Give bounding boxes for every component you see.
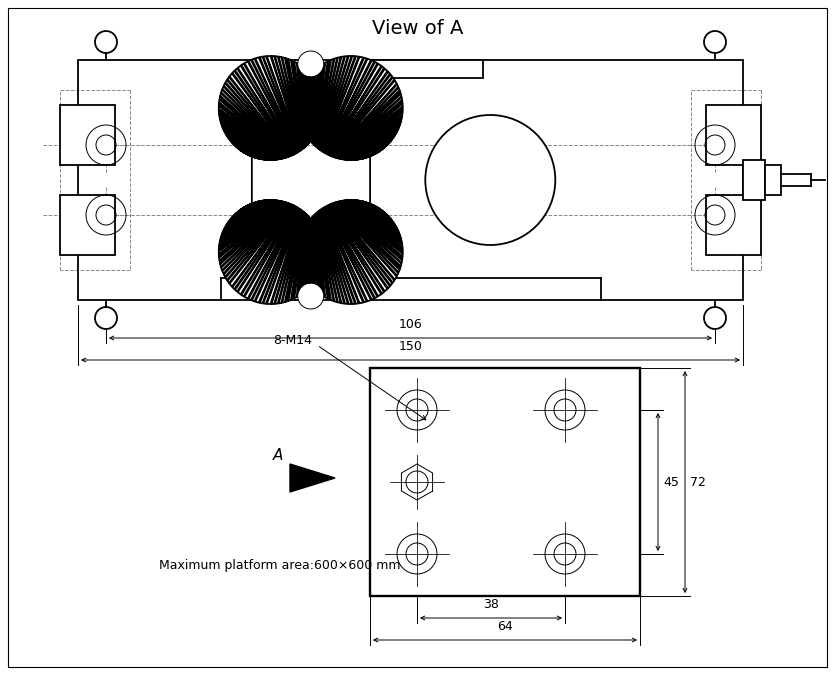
Circle shape [95,307,117,329]
Text: 45: 45 [663,475,679,489]
Circle shape [545,390,585,430]
Circle shape [425,115,555,245]
Bar [706,195,761,255]
Circle shape [704,31,726,53]
Bar [765,165,781,195]
Bar [706,105,761,165]
Bar [370,368,640,596]
Bar [338,60,483,78]
Bar [743,160,765,200]
Circle shape [298,51,324,77]
Circle shape [219,56,323,160]
Text: 106: 106 [398,318,423,331]
Text: Maximum platform area:600×600 mm: Maximum platform area:600×600 mm [159,558,401,572]
Polygon shape [290,464,335,492]
Bar [60,105,115,165]
Bar [60,195,115,255]
Circle shape [219,200,323,304]
Bar [78,60,743,300]
Text: A: A [273,448,283,462]
Text: 72: 72 [690,475,706,489]
Bar [78,60,743,300]
Text: 64: 64 [497,620,513,633]
Circle shape [299,200,402,304]
Circle shape [397,534,437,574]
Text: 150: 150 [398,340,423,353]
Circle shape [95,31,117,53]
Text: 38: 38 [483,598,499,611]
Text: 8-M14: 8-M14 [273,333,312,346]
Circle shape [397,390,437,430]
Circle shape [704,307,726,329]
Circle shape [299,56,402,160]
Text: View of A: View of A [372,18,463,38]
Circle shape [298,283,324,309]
Circle shape [545,534,585,574]
